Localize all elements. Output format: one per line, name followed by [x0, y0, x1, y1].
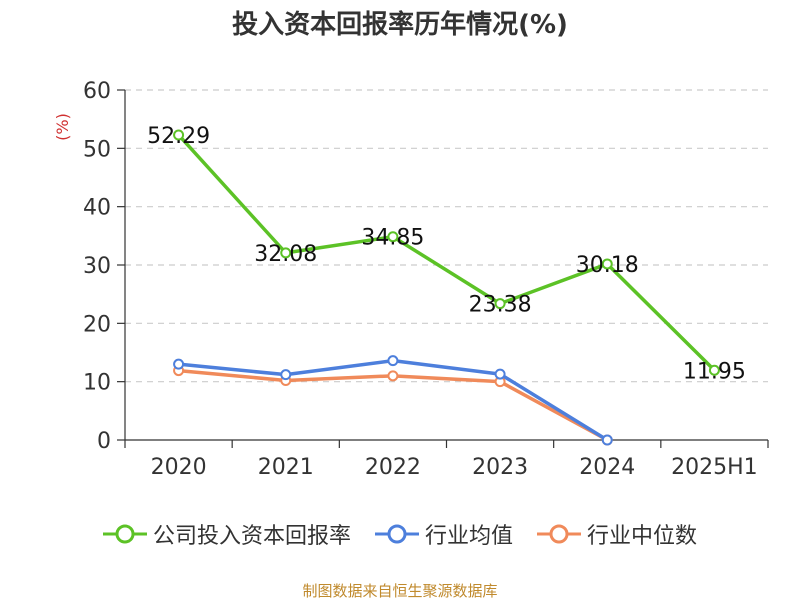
data-point[interactable]: [601, 258, 613, 270]
legend-label-industry-mean: 行业均值: [424, 524, 513, 549]
data-point[interactable]: [387, 370, 399, 382]
source-note: 制图数据来自恒生聚源数据库: [302, 582, 498, 600]
legend: 公司投入资本回报率 行业均值 行业中位数: [0, 518, 800, 550]
data-label: 30.18: [576, 253, 639, 278]
data-point[interactable]: [280, 369, 292, 381]
data-point[interactable]: [387, 355, 399, 367]
x-tick-label: 2023: [472, 455, 528, 480]
data-point[interactable]: [280, 247, 292, 259]
x-tick-label: 2024: [579, 455, 635, 480]
axes: 0 10 20 30 40 50 60 2020 2021 2022 2023 2024 2025H1: [83, 79, 769, 480]
series-line: [177, 133, 716, 372]
data-point[interactable]: [173, 358, 185, 370]
y-axis-label: (%): [53, 113, 72, 141]
y-tick-label: 0: [97, 429, 111, 454]
legend-line-marker-icon: [102, 524, 147, 544]
y-tick-label: 50: [83, 137, 111, 162]
y-tick-label: 40: [83, 196, 111, 221]
legend-line-marker-icon: [537, 524, 581, 544]
data-point[interactable]: [708, 364, 720, 376]
legend-label-company: 公司投入资本回报率: [152, 524, 351, 549]
grid-lines: [125, 89, 768, 383]
legend-line-marker-icon: [374, 524, 419, 544]
chart-title: 投入资本回报率历年情况(%): [232, 10, 568, 40]
x-tick-label: 2025H1: [671, 455, 758, 480]
data-label: 34.85: [361, 226, 424, 251]
x-tick-label: 2021: [258, 455, 314, 480]
data-point[interactable]: [601, 434, 613, 446]
series: [173, 129, 720, 446]
data-point[interactable]: [387, 231, 399, 243]
data-label: 32.08: [254, 242, 317, 267]
legend-item-industry-mean[interactable]: 行业均值: [374, 518, 513, 550]
data-point[interactable]: [494, 368, 506, 380]
legend-label-industry-median: 行业中位数: [587, 524, 698, 549]
x-tick-label: 2022: [365, 455, 421, 480]
data-label: 52.29: [147, 124, 210, 149]
y-tick-label: 20: [83, 312, 111, 337]
legend-item-industry-median[interactable]: 行业中位数: [537, 518, 697, 550]
y-tick-label: 10: [83, 371, 111, 396]
data-label: 11.95: [683, 359, 746, 384]
x-tick-label: 2020: [151, 455, 207, 480]
data-labels: 52.29 32.08 34.85 23.38 30.18 11.95: [147, 124, 746, 384]
legend-item-company[interactable]: 公司投入资本回报率: [102, 518, 351, 550]
data-point[interactable]: [173, 129, 185, 141]
y-tick-label: 60: [83, 79, 111, 104]
data-point[interactable]: [494, 298, 506, 310]
data-label: 23.38: [469, 293, 532, 318]
y-tick-label: 30: [83, 254, 111, 279]
